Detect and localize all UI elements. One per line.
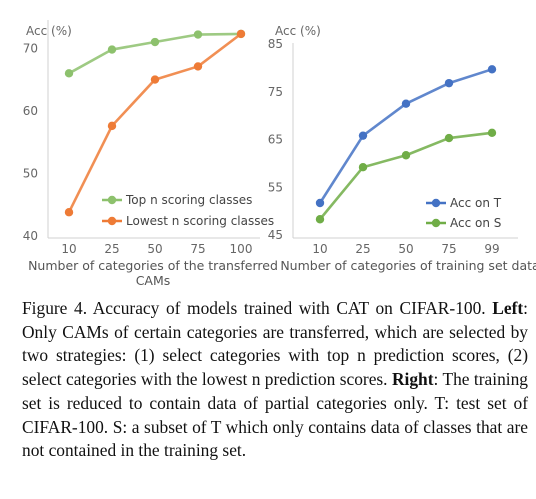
left-data-point (64, 208, 74, 217)
left-data-point (107, 45, 117, 54)
left-chart: Acc (%) 40 50 60 70 10 25 50 75 100 Number of c… (23, 20, 278, 288)
right-y-axis-label: Acc (%) (275, 24, 321, 38)
left-data-point (64, 69, 74, 78)
left-y-axis-label: Acc (%) (26, 24, 72, 38)
left-x-tick-label: 25 (104, 242, 119, 256)
right-data-point (358, 162, 368, 172)
right-y-tick-label: 45 (268, 228, 283, 242)
right-data-point (315, 198, 325, 208)
left-y-tick-label: 40 (23, 229, 38, 243)
right-x-tick-label: 99 (484, 242, 499, 256)
right-x-tick-label: 75 (441, 242, 456, 256)
legend-marker-icon (431, 218, 441, 228)
right-y-tick-label: 55 (268, 180, 283, 194)
right-data-point (358, 131, 368, 140)
right-data-point (444, 133, 454, 143)
right-data-point (487, 128, 497, 138)
caption-right-label: Right (391, 369, 434, 390)
caption-left-text: : Only CAMs of certain categories are tr… (22, 298, 528, 390)
legend-marker-icon (107, 216, 117, 226)
right-chart: Acc (%) 45 55 65 75 85 10 25 50 75 99 Number of … (268, 24, 536, 273)
right-legend-label: Acc on S (450, 216, 501, 230)
left-data-point (150, 75, 160, 84)
legend-marker-icon (107, 195, 117, 205)
right-data-point (444, 78, 454, 88)
left-y-tick-label: 60 (23, 104, 38, 118)
caption-intro: Accuracy of models trained with CAT on C… (92, 298, 486, 318)
right-x-tick-label: 50 (398, 242, 413, 256)
left-legend-label: Lowest n scoring classes (126, 214, 274, 228)
right-data-point (315, 215, 325, 224)
right-x-axis-title: Number of categories of training set dat… (280, 258, 536, 273)
left-x-tick-label: 75 (190, 242, 205, 256)
right-legend-label: Acc on T (450, 196, 502, 210)
right-x-tick-label: 10 (312, 242, 327, 256)
left-legend-label: Top n scoring classes (125, 193, 252, 207)
right-data-point (401, 99, 411, 108)
right-data-point (487, 65, 497, 74)
caption-right-text: : The training set is reduced to contain… (22, 369, 529, 461)
left-x-tick-label: 50 (147, 242, 162, 256)
right-y-tick-label: 85 (268, 37, 283, 51)
caption-figure-label: Figure 4. (22, 298, 88, 318)
left-data-point (193, 30, 203, 39)
caption-left-label: Left (492, 298, 524, 318)
figure-charts: Acc (%) 40 50 60 70 10 25 50 75 100 Number of c… (23, 20, 536, 288)
left-x-tick-label: 100 (230, 242, 253, 256)
left-y-tick-label: 50 (23, 166, 38, 180)
left-x-tick-label: 10 (61, 242, 76, 256)
legend-marker-icon (431, 198, 441, 208)
left-data-point (150, 37, 160, 47)
left-data-point (193, 62, 203, 71)
right-y-tick-label: 65 (268, 133, 283, 147)
right-x-tick-label: 25 (355, 242, 370, 256)
figure-caption: Figure 4. Accuracy of models trained wit… (22, 297, 528, 463)
left-x-axis-title: Number of categories of the transferred C… (28, 258, 278, 288)
left-data-point (107, 121, 117, 131)
left-series-line-1 (67, 32, 242, 213)
left-y-tick-label: 70 (23, 41, 38, 55)
right-y-tick-label: 75 (268, 85, 283, 99)
right-data-point (401, 151, 411, 160)
left-data-point (236, 29, 246, 39)
